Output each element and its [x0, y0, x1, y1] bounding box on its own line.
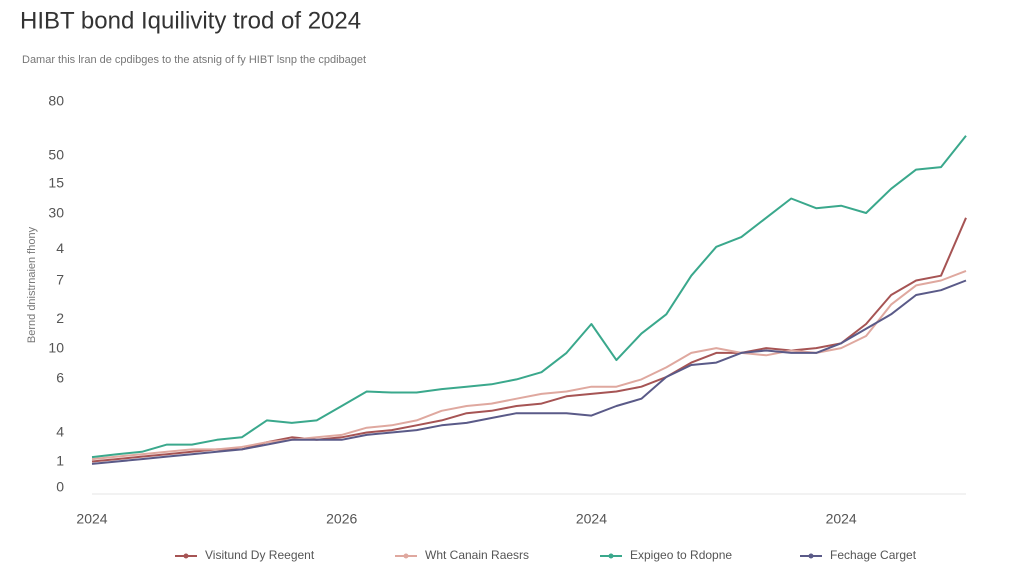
legend-label: Wht Canain Raesrs	[425, 548, 529, 562]
y-tick-label: 1	[56, 453, 64, 469]
y-tick-label: 50	[48, 147, 64, 163]
y-tick-label: 4	[56, 240, 64, 256]
legend-marker	[608, 553, 614, 559]
legend-label: Visitund Dy Reegent	[205, 548, 315, 562]
y-tick-label: 15	[48, 175, 64, 191]
x-tick-label: 2024	[576, 511, 607, 527]
chart-subtitle: Damar this lran de cpdibges to the atsni…	[22, 54, 366, 66]
legend-label: Expigeo to Rdopne	[630, 548, 732, 562]
x-tick-label: 2024	[76, 511, 107, 527]
y-tick-label: 10	[48, 340, 64, 356]
y-tick-label: 30	[48, 205, 64, 221]
legend-marker	[183, 553, 189, 559]
y-tick-label: 0	[56, 479, 64, 495]
y-tick-label: 4	[56, 424, 64, 440]
series-line	[91, 269, 967, 461]
y-axis-label: Bernd dnistrnaien fhony	[26, 226, 38, 343]
legend-marker	[403, 553, 409, 559]
y-tick-label: 2	[56, 310, 64, 326]
x-tick-label: 2026	[326, 511, 357, 527]
x-tick-label: 2024	[826, 511, 857, 527]
y-tick-label: 80	[48, 93, 64, 109]
y-tick-label: 7	[56, 272, 64, 288]
series-line	[91, 279, 967, 465]
legend-label: Fechage Carget	[830, 548, 917, 562]
chart-title: HIBT bond Iquilivity trod of 2024	[20, 7, 361, 34]
series-line	[91, 135, 967, 459]
legend-marker	[808, 553, 814, 559]
series-line	[91, 217, 967, 463]
y-tick-label: 6	[56, 370, 64, 386]
